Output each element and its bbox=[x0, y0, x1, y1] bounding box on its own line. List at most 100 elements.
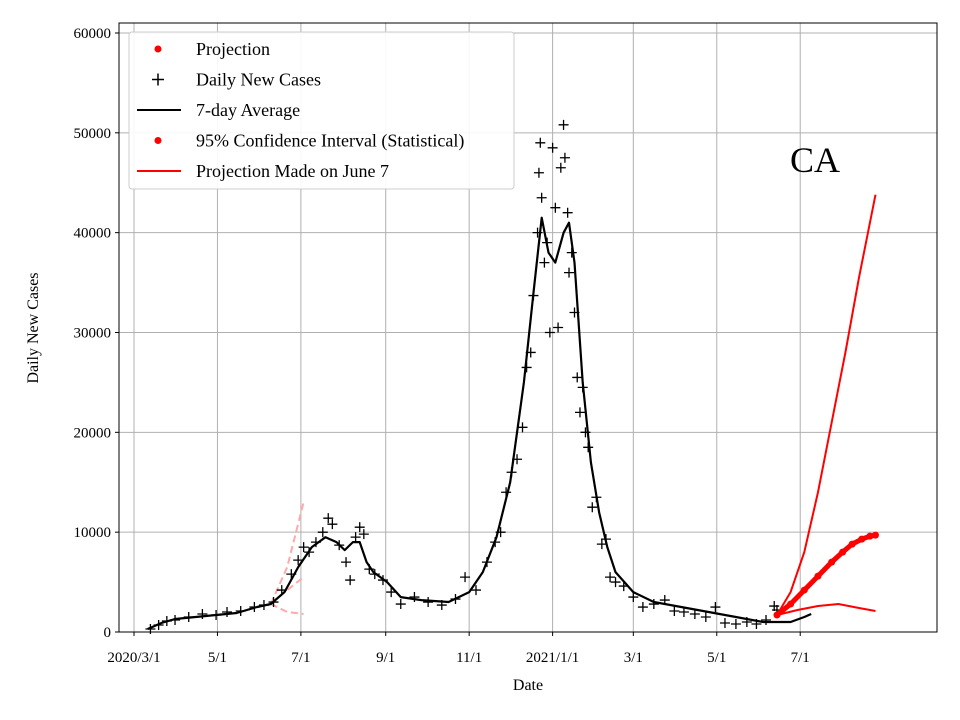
projection-dot bbox=[828, 558, 836, 566]
daily-case-marker bbox=[533, 167, 544, 178]
plot-area bbox=[145, 119, 879, 635]
projection-dot bbox=[787, 600, 795, 608]
daily-case-marker bbox=[587, 502, 598, 513]
y-axis-ticks: 0 10000 20000 30000 40000 50000 60000 bbox=[74, 26, 119, 641]
y-tick-label: 20000 bbox=[74, 425, 112, 441]
daily-case-marker bbox=[719, 618, 730, 629]
projection-dot bbox=[773, 611, 781, 619]
daily-case-marker bbox=[669, 606, 680, 617]
daily-case-marker bbox=[517, 422, 528, 433]
daily-case-marker bbox=[317, 527, 328, 538]
daily-case-marker bbox=[730, 619, 741, 630]
legend-item: Projection Made on June 7 bbox=[137, 161, 389, 181]
projection-dot bbox=[871, 531, 879, 539]
x-tick-label: 3/1 bbox=[624, 650, 643, 666]
daily-case-marker bbox=[536, 192, 547, 203]
daily-case-marker bbox=[341, 557, 352, 568]
x-axis-ticks: 2020/3/1 5/1 7/1 9/1 11/1 2021/1/1 3/1 5/1 7/1 bbox=[107, 632, 810, 666]
daily-case-marker bbox=[628, 592, 639, 603]
projection-dot bbox=[858, 535, 866, 543]
daily-case-marker bbox=[298, 542, 309, 553]
daily-case-marker bbox=[222, 607, 233, 618]
seven-day-average-line bbox=[147, 216, 812, 631]
daily-case-marker bbox=[423, 597, 434, 608]
x-tick-label: 2021/1/1 bbox=[526, 650, 579, 666]
legend-item: Projection bbox=[154, 39, 270, 59]
daily-case-marker bbox=[544, 327, 555, 338]
projection-june7-upper bbox=[776, 194, 877, 616]
daily-case-marker bbox=[610, 577, 621, 588]
projection-dot bbox=[848, 540, 856, 548]
state-label: CA bbox=[790, 140, 840, 180]
daily-case-marker bbox=[678, 607, 689, 618]
projection-dot bbox=[800, 586, 808, 594]
y-axis-label: Daily New Cases bbox=[25, 272, 42, 383]
daily-case-marker bbox=[471, 585, 481, 596]
legend-dot-icon bbox=[154, 137, 162, 144]
projection-dot bbox=[839, 548, 847, 556]
x-tick-label: 9/1 bbox=[376, 650, 395, 666]
legend-dot-icon bbox=[154, 45, 162, 53]
daily-case-marker bbox=[572, 372, 583, 383]
projection-june7-lower bbox=[776, 602, 876, 616]
y-tick-label: 30000 bbox=[74, 325, 112, 341]
y-tick-label: 40000 bbox=[74, 226, 112, 242]
early-projection-lower bbox=[270, 603, 304, 615]
daily-case-marker bbox=[323, 513, 334, 524]
x-axis-label: Date bbox=[513, 677, 543, 694]
daily-case-marker bbox=[409, 592, 420, 603]
daily-case-marker bbox=[648, 599, 659, 610]
x-tick-label: 7/1 bbox=[791, 650, 810, 666]
daily-case-marker bbox=[345, 575, 356, 586]
axes-frame bbox=[118, 22, 938, 633]
y-tick-label: 50000 bbox=[74, 126, 112, 142]
early-projection-middle bbox=[270, 576, 305, 605]
projection-dots-line bbox=[774, 532, 878, 618]
legend-box bbox=[128, 31, 515, 190]
daily-case-marker bbox=[535, 137, 546, 148]
early-projection-upper bbox=[269, 501, 305, 605]
x-tick-label: 2020/3/1 bbox=[107, 650, 160, 666]
legend-item: 7-day Average bbox=[137, 100, 300, 120]
daily-case-marker bbox=[574, 407, 585, 418]
daily-case-marker bbox=[386, 587, 397, 598]
daily-case-marker bbox=[350, 532, 361, 543]
daily-case-marker bbox=[327, 519, 338, 530]
y-tick-label: 60000 bbox=[74, 26, 112, 42]
legend: Projection Daily New Cases 7-day Average 95… bbox=[128, 31, 515, 190]
daily-case-marker bbox=[553, 322, 564, 333]
daily-case-marker bbox=[596, 539, 607, 550]
daily-case-marker bbox=[710, 602, 721, 613]
x-tick-label: 5/1 bbox=[707, 650, 726, 666]
legend-label: Projection bbox=[196, 39, 270, 59]
legend-label: 7-day Average bbox=[196, 100, 300, 120]
daily-case-marker bbox=[605, 572, 616, 583]
legend-label: 95% Confidence Interval (Statistical) bbox=[196, 131, 464, 152]
daily-case-marker bbox=[700, 612, 711, 623]
daily-case-marker bbox=[564, 267, 575, 278]
daily-case-marker bbox=[550, 202, 561, 213]
x-tick-label: 5/1 bbox=[208, 650, 227, 666]
x-tick-label: 7/1 bbox=[291, 650, 310, 666]
daily-case-marker bbox=[547, 142, 558, 153]
daily-case-marker bbox=[293, 555, 304, 566]
y-tick-label: 0 bbox=[104, 625, 112, 641]
daily-case-marker bbox=[761, 615, 772, 626]
legend-plus-icon bbox=[152, 73, 164, 86]
legend-item: Daily New Cases bbox=[152, 70, 321, 90]
projection-dot bbox=[866, 532, 874, 540]
daily-case-marker bbox=[539, 257, 550, 268]
daily-case-marker bbox=[460, 572, 471, 583]
legend-label: Projection Made on June 7 bbox=[196, 161, 389, 181]
x-tick-label: 11/1 bbox=[456, 650, 482, 666]
daily-case-marker bbox=[558, 119, 569, 130]
projection-dot bbox=[814, 572, 822, 580]
daily-case-marker bbox=[689, 609, 700, 620]
legend-item: 95% Confidence Interval (Statistical) bbox=[154, 131, 464, 152]
legend-label: Daily New Cases bbox=[196, 70, 321, 90]
daily-case-marker bbox=[354, 522, 365, 533]
daily-case-marker bbox=[637, 602, 648, 613]
daily-case-marker bbox=[559, 152, 570, 163]
daily-case-marker bbox=[358, 529, 369, 540]
